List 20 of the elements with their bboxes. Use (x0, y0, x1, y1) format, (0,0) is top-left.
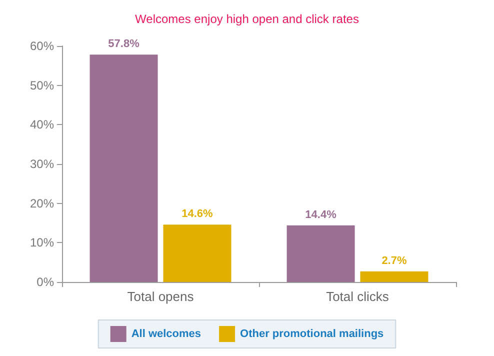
y-tick-label: 60% (30, 39, 54, 53)
y-tick-label: 0% (36, 275, 54, 289)
legend-label: Other promotional mailings (240, 328, 384, 340)
bar (360, 271, 428, 282)
bar (163, 224, 232, 282)
bar (90, 54, 158, 282)
x-tick-label: Total opens (127, 289, 194, 304)
data-label: 57.8% (108, 38, 140, 50)
data-label: 14.4% (305, 208, 337, 221)
chart-title: Welcomes enjoy high open and click rates (135, 12, 359, 26)
bar (286, 225, 355, 282)
y-tick-label: 20% (30, 196, 54, 210)
data-label: 2.7% (382, 254, 407, 267)
y-tick-label: 30% (30, 157, 54, 171)
x-tick-label: Total clicks (326, 289, 390, 304)
y-tick-label: 50% (30, 78, 54, 92)
legend-label: All welcomes (131, 328, 202, 340)
y-tick-label: 10% (30, 236, 54, 250)
y-tick-label: 40% (30, 118, 54, 132)
data-label: 14.6% (182, 208, 214, 220)
